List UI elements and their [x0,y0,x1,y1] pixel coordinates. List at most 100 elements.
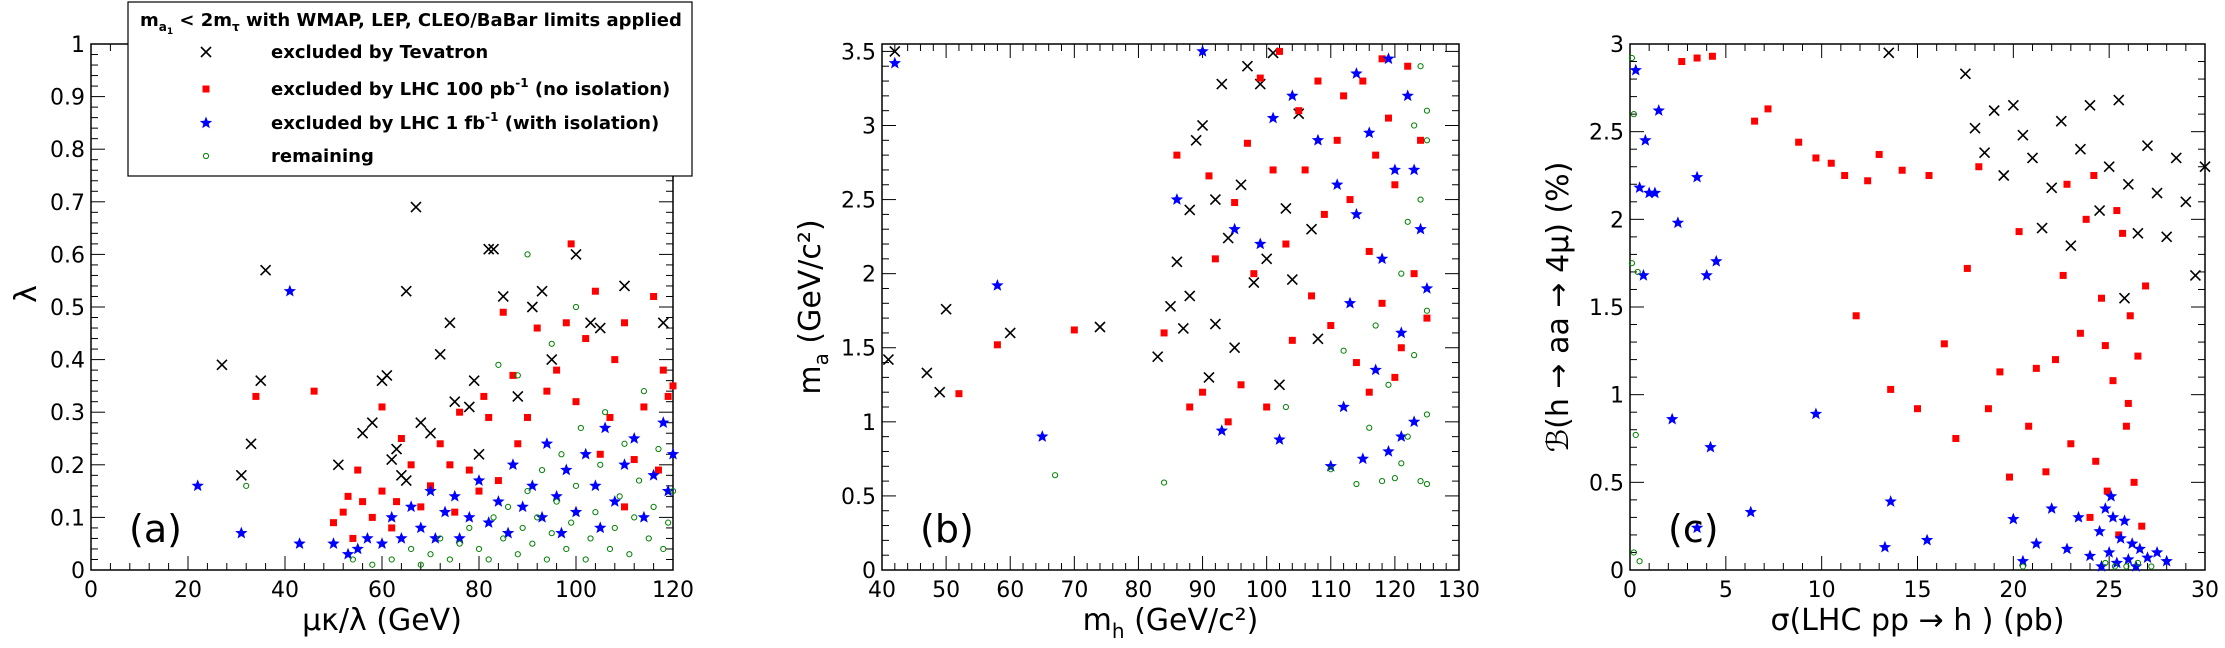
data-point [2019,563,2027,570]
data-point [473,448,485,460]
data-point [359,498,367,506]
data-point [543,387,551,395]
data-point [635,477,643,484]
data-point [2007,99,2019,111]
data-point [444,317,456,329]
data-point [509,371,517,379]
y-tick-label: 0.3 [50,401,85,426]
data-point [1411,352,1418,359]
data-point [2113,94,2125,106]
y-tick-label: 0.8 [50,138,85,163]
data-point [589,479,602,492]
data-point [427,551,434,558]
data-point [1312,333,1324,345]
data-point [1282,403,1290,411]
data-point [1404,62,1412,70]
data-point [1693,54,1701,62]
data-point [1920,533,1934,546]
data-point [1365,388,1373,396]
data-point [618,280,631,292]
data-point [993,341,1001,349]
x-tick-label: 80 [465,578,493,603]
data-point [255,375,267,387]
data-point [1423,107,1431,114]
data-point [1634,268,1641,276]
data-point [631,514,638,521]
data-point [1417,63,1424,70]
data-point [2122,422,2130,430]
data-point [591,287,599,295]
data-point [2076,329,2084,337]
y-tick-label: 1 [862,411,876,436]
data-point [1243,139,1251,147]
data-point [1887,385,1895,393]
y-tick-label: 1.5 [1589,296,1624,321]
data-point [1385,381,1392,388]
data-point [1827,159,1835,167]
data-point [640,403,648,411]
data-point [235,469,247,481]
series-2 [1629,63,2173,572]
data-point [438,505,452,518]
y-tick-label: 0.9 [50,86,85,111]
data-point [516,500,529,513]
data-point [475,545,483,553]
series-1 [252,240,677,542]
data-point [889,45,901,57]
data-point [1630,549,1637,556]
data-point [618,458,631,471]
data-point [1324,459,1337,472]
data-point [378,487,386,495]
data-point [2015,228,2023,236]
data-point [2086,513,2094,521]
data-point [1152,351,1164,363]
data-point [1678,58,1686,66]
legend-marker-x [200,46,212,58]
x-tick-label: 40 [271,578,299,603]
data-point [2065,240,2077,252]
data-point [1708,52,1716,60]
data-point [1173,151,1181,159]
y-tick-label: 0 [1610,559,1624,584]
data-point [293,537,306,549]
data-point [621,319,628,327]
data-point [1340,92,1348,100]
data-point [1809,407,1823,420]
data-point [1320,210,1328,218]
data-point [1639,133,1652,146]
data-point [1222,232,1234,244]
data-point [487,243,500,255]
data-point [349,556,356,563]
data-point [2138,522,2146,530]
data-point [577,424,584,432]
data-point [1331,178,1344,191]
data-point [608,495,621,507]
data-point [568,519,575,526]
data-point [2123,563,2130,570]
x-tick-label: 10 [1808,578,1836,603]
data-point [991,279,1004,291]
x-tick-label: 110 [1310,578,1352,603]
data-point [501,526,515,539]
data-point [592,509,599,516]
data-point [1275,47,1283,55]
data-point [2082,215,2090,223]
y-tick-label: 0.4 [50,349,85,374]
data-point [1184,290,1196,302]
data-point [332,459,344,471]
data-point [1266,111,1280,124]
data-point [505,503,512,510]
data-point [655,445,662,453]
data-point [429,531,442,544]
data-point [2106,510,2120,523]
data-point [378,403,386,411]
data-point [2124,399,2132,407]
series-2 [191,284,680,560]
data-point [1199,388,1207,396]
data-point [1395,430,1408,442]
data-point [921,367,933,379]
data-point [191,479,204,492]
data-point [2115,531,2123,539]
data-point [1353,480,1360,488]
data-point [456,408,464,416]
